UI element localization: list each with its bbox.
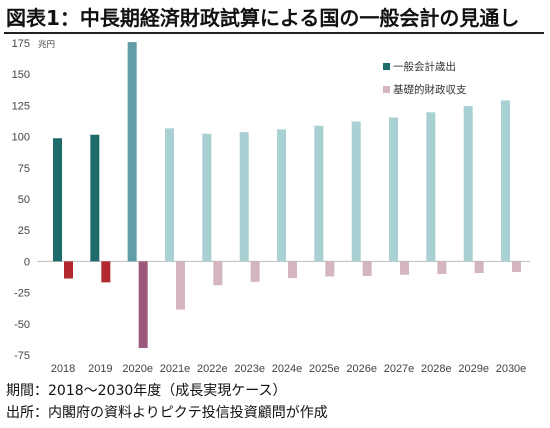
bar-general-account-expenditure	[351, 121, 361, 262]
y-tick-label: 175	[12, 38, 30, 50]
bar-general-account-expenditure	[53, 138, 62, 262]
bar-primary-balance	[437, 261, 447, 275]
x-tick-label: 2023e	[234, 363, 265, 375]
bar-primary-balance	[64, 261, 73, 279]
y-tick-label: -25	[14, 288, 30, 300]
bar-primary-balance	[101, 261, 111, 283]
footer-period-note: 期間：2018～2030年度（成長実現ケース）	[6, 383, 287, 399]
y-tick-label: 50	[18, 194, 30, 206]
bar-general-account-expenditure	[127, 42, 137, 262]
x-tick-label: 2021e	[160, 363, 191, 375]
x-tick-label: 2030e	[496, 363, 527, 375]
y-tick-label: 0	[24, 256, 30, 268]
y-axis: 175 150 125 100 75 50 25 0 -25 -50 -75	[12, 38, 530, 362]
x-tick-label: 2028e	[421, 363, 452, 375]
legend-swatch-general-account-expenditure	[383, 63, 390, 70]
bar-chart: 175 150 125 100 75 50 25 0 -25 -50 -75 2018 2019 202…	[12, 38, 530, 375]
bar-general-account-expenditure	[90, 134, 100, 262]
y-tick-label: -50	[14, 319, 30, 331]
bar-general-account-expenditure	[389, 117, 398, 262]
legend: 一般会計歳出 基礎的財政収支	[383, 60, 467, 96]
bar-primary-balance	[400, 261, 409, 275]
title-underline	[4, 32, 544, 34]
bar-primary-balance	[250, 261, 260, 282]
y-tick-label: -75	[14, 350, 30, 362]
x-axis-labels: 2018 2019 2020e 2021e 2022e 2023e 2024e 2025e 20…	[51, 363, 527, 375]
bar-primary-balance	[176, 261, 185, 310]
bar-primary-balance	[213, 261, 223, 286]
x-tick-label: 2022e	[197, 363, 228, 375]
bar-general-account-expenditure	[426, 112, 436, 262]
x-tick-label: 2019	[88, 363, 112, 375]
x-tick-label: 2018	[51, 363, 75, 375]
bar-general-account-expenditure	[314, 125, 324, 262]
x-tick-label: 2026e	[346, 363, 377, 375]
bar-general-account-expenditure	[165, 128, 174, 262]
x-tick-label: 2024e	[272, 363, 303, 375]
bar-primary-balance	[362, 261, 372, 277]
x-tick-label: 2020e	[122, 363, 153, 375]
y-tick-label: 100	[12, 132, 30, 144]
bar-primary-balance	[288, 261, 297, 279]
bar-general-account-expenditure	[202, 133, 212, 262]
bar-general-account-expenditure	[277, 129, 286, 262]
bars	[53, 42, 521, 349]
bar-primary-balance	[138, 261, 148, 349]
legend-label-primary-balance: 基礎的財政収支	[393, 83, 467, 96]
bar-general-account-expenditure	[501, 100, 510, 262]
footer-source-note: 出所：内閣府の資料よりピクテ投信投資顧問が作成	[6, 405, 328, 421]
bar-primary-balance	[325, 261, 335, 277]
bar-general-account-expenditure	[239, 132, 249, 262]
bar-general-account-expenditure	[463, 106, 473, 262]
x-tick-label: 2025e	[309, 363, 340, 375]
bar-primary-balance	[474, 261, 484, 274]
y-tick-label: 150	[12, 69, 30, 81]
bar-primary-balance	[512, 261, 521, 273]
x-tick-label: 2027e	[384, 363, 415, 375]
chart-title: 図表1：中長期経済財政試算による国の一般会計の見通し	[6, 6, 520, 30]
y-tick-label: 25	[18, 225, 30, 237]
y-tick-label: 75	[18, 163, 30, 175]
legend-swatch-primary-balance	[383, 86, 390, 93]
y-tick-label: 125	[12, 100, 30, 112]
y-axis-unit-label: 兆円	[38, 39, 55, 50]
x-tick-label: 2029e	[458, 363, 489, 375]
legend-label-general-account-expenditure: 一般会計歳出	[393, 60, 456, 73]
